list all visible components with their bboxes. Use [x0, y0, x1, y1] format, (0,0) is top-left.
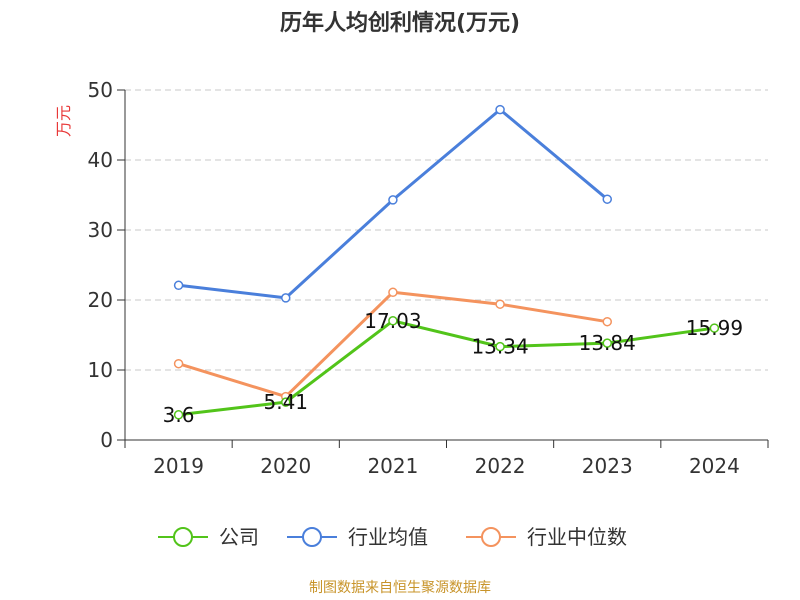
data-point[interactable]: [495, 341, 505, 352]
gridlines: [125, 89, 768, 371]
data-label: 17.03: [364, 309, 421, 333]
legend-item[interactable]: 公司: [158, 525, 259, 549]
x-tick-label: 2019: [153, 454, 204, 478]
data-label: 5.41: [263, 390, 308, 414]
data-point[interactable]: [602, 194, 612, 204]
y-tick-label: 50: [88, 78, 113, 102]
x-tick-label: 2021: [367, 454, 418, 478]
x-tick-label: 2023: [582, 454, 633, 478]
axes: 0 10 20 30 40 50 2019 2020 2021 2022 2023 2024: [88, 78, 769, 478]
data-label: 15.99: [686, 316, 743, 340]
y-axis-label: 万元: [54, 105, 73, 137]
legend-label: 公司: [219, 525, 259, 549]
legend-label: 行业中位数: [527, 525, 627, 549]
legend-marker: [302, 527, 322, 547]
data-point[interactable]: [495, 104, 505, 115]
legend-item[interactable]: 行业均值: [287, 525, 428, 549]
series-lines: [173, 104, 720, 420]
data-label: 13.84: [579, 331, 636, 355]
data-labels: 3.6 5.41 17.03 13.34 13.84 15.99: [163, 309, 743, 427]
data-point[interactable]: [388, 316, 398, 326]
data-point[interactable]: [495, 299, 505, 309]
data-label: 3.6: [163, 403, 195, 427]
legend-marker: [173, 527, 193, 547]
legend-label: 行业均值: [348, 525, 428, 549]
data-point[interactable]: [388, 195, 398, 205]
x-tick-label: 2024: [689, 454, 740, 478]
data-point[interactable]: [281, 397, 291, 407]
x-tick-label: 2022: [475, 454, 526, 478]
series-line: [178, 319, 715, 417]
legend-marker: [481, 527, 501, 547]
y-tick-label: 20: [88, 288, 113, 312]
x-tick-label: 2020: [260, 454, 311, 478]
y-tick-label: 30: [88, 218, 113, 242]
data-point[interactable]: [173, 410, 184, 420]
y-tick-label: 0: [100, 428, 113, 452]
chart-title: 历年人均创利情况(万元): [280, 10, 520, 36]
data-point[interactable]: [388, 287, 398, 298]
legend[interactable]: 公司 行业均值 行业中位数: [158, 525, 627, 549]
y-tick-label: 40: [88, 148, 113, 172]
data-point[interactable]: [602, 316, 612, 327]
source-note: 制图数据来自恒生聚源数据库: [309, 580, 491, 596]
y-tick-label: 10: [88, 358, 113, 382]
data-label: 13.34: [471, 335, 528, 359]
data-point[interactable]: [173, 280, 184, 291]
data-point[interactable]: [281, 293, 291, 303]
legend-item[interactable]: 行业中位数: [466, 525, 627, 549]
data-point[interactable]: [709, 323, 720, 333]
data-point[interactable]: [173, 358, 184, 369]
data-point[interactable]: [602, 338, 612, 348]
